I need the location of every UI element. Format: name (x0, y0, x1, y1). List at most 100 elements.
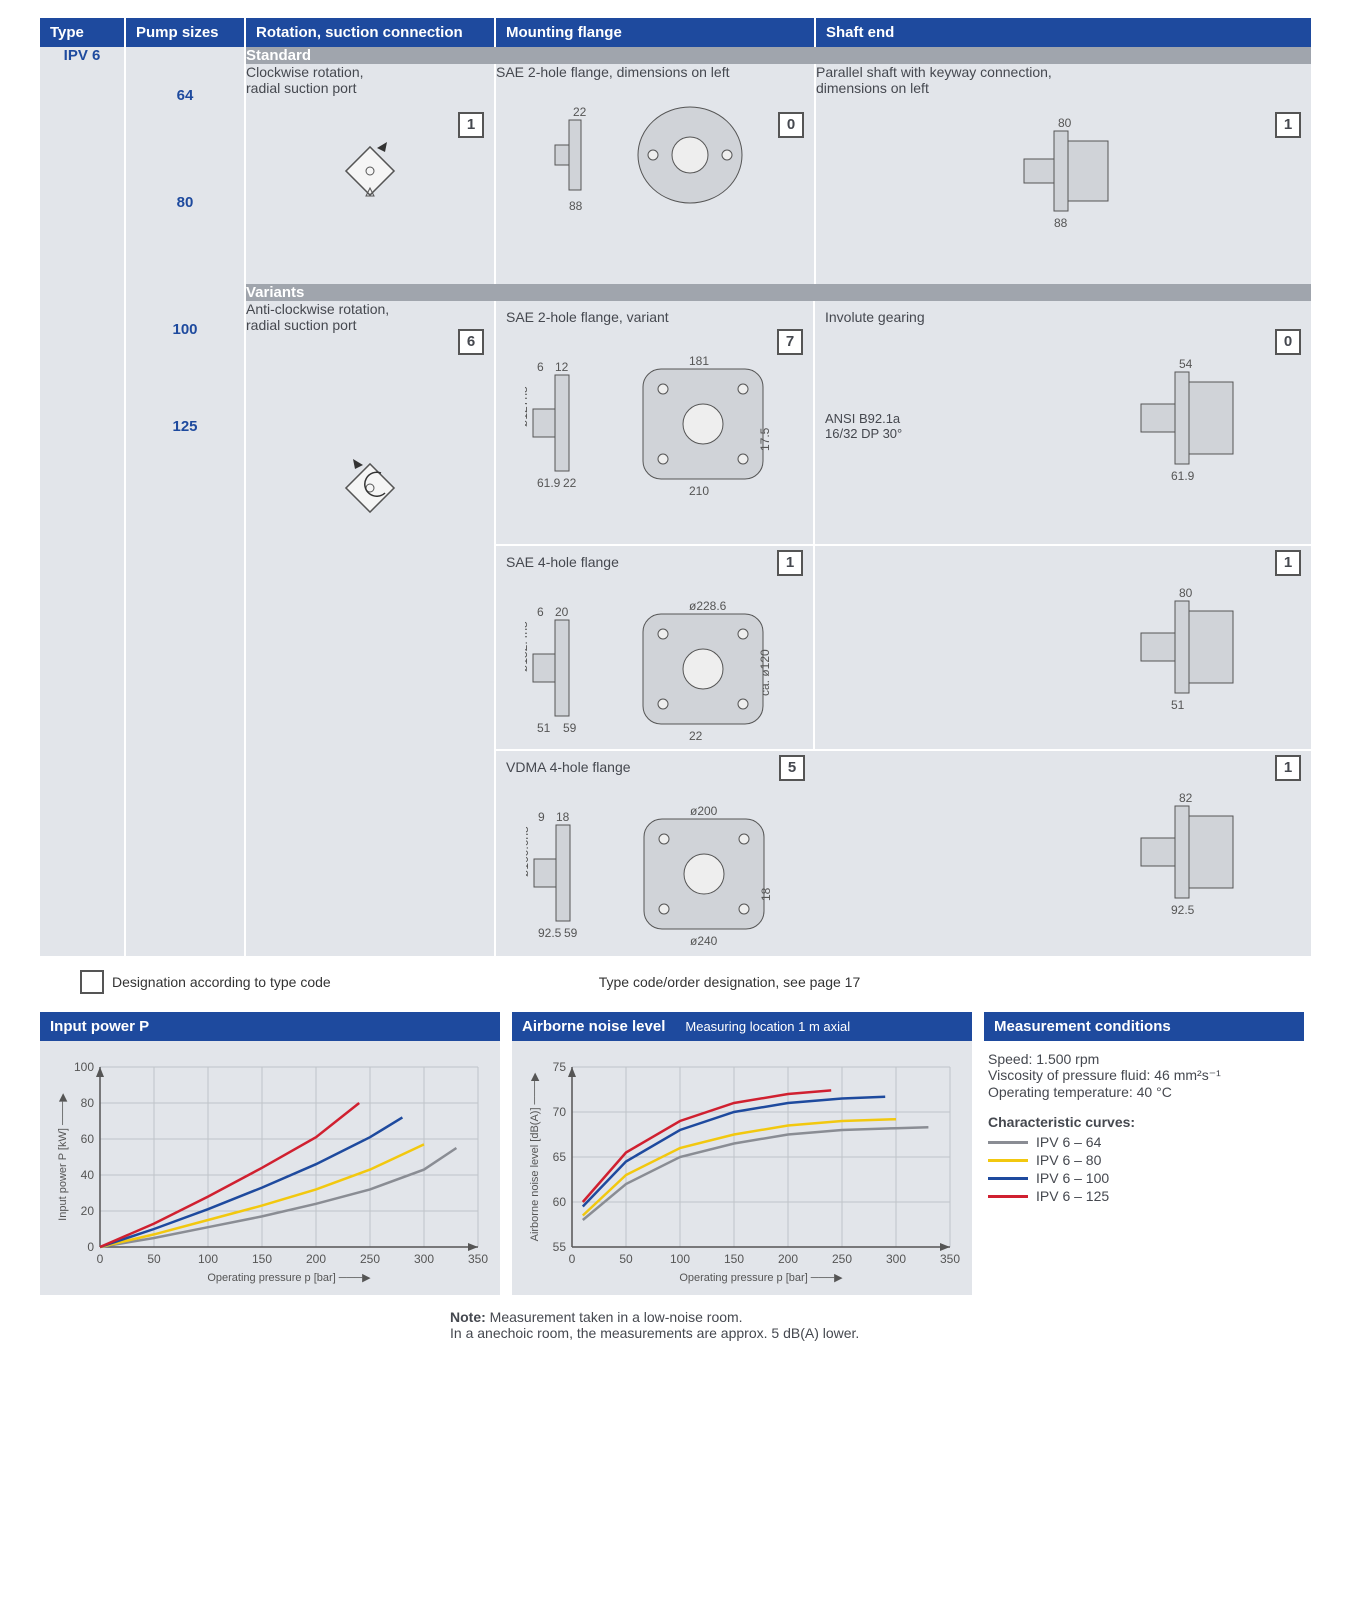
conditions-title: Measurement conditions (984, 1012, 1304, 1041)
svg-text:ca. ø120: ca. ø120 (758, 649, 772, 696)
legend-row: IPV 6 – 100 (988, 1170, 1300, 1186)
code-box: 6 (458, 329, 484, 355)
svg-text:ø152.4h8: ø152.4h8 (525, 621, 530, 672)
svg-text:ø127h8: ø127h8 (525, 386, 530, 427)
legend-swatch (988, 1177, 1028, 1180)
svg-text:82: 82 (1179, 791, 1193, 805)
svg-text:80: 80 (1058, 116, 1072, 130)
legend-typecode-note: Type code/order designation, see page 17 (599, 974, 861, 990)
spec-table: Type Pump sizes Rotation, suction connec… (40, 18, 1311, 956)
svg-text:50: 50 (619, 1252, 633, 1266)
svg-text:92.5: 92.5 (538, 926, 562, 940)
svg-text:61.9: 61.9 (1171, 469, 1195, 483)
legend-row: IPV 6 – 64 (988, 1134, 1300, 1150)
pump-size: 125 (126, 378, 244, 475)
condition-line: Operating temperature: 40 °C (988, 1084, 1300, 1100)
code-box: 1 (458, 112, 484, 138)
legend-label: IPV 6 – 125 (1036, 1188, 1109, 1204)
svg-text:200: 200 (306, 1252, 326, 1266)
header-rotation: Rotation, suction connection (245, 18, 495, 47)
svg-text:ø200: ø200 (690, 804, 718, 818)
svg-text:Operating pressure p [bar] ──: Operating pressure p [bar] ───▶ (679, 1272, 843, 1284)
pump-size: 64 (126, 47, 244, 144)
variant-shaft-cell: Involute gearing 0 ANSI B92.1a 16/32 DP … (815, 301, 1311, 546)
variant-shaft-cell: 1 80 51 (815, 546, 1311, 751)
svg-text:350: 350 (468, 1252, 488, 1266)
svg-text:100: 100 (198, 1252, 218, 1266)
legend-label: IPV 6 – 64 (1036, 1134, 1101, 1150)
svg-text:88: 88 (569, 199, 583, 213)
shaft-label (825, 554, 1301, 558)
svg-text:80: 80 (81, 1096, 95, 1110)
svg-text:150: 150 (724, 1252, 744, 1266)
shaft-extra: ANSI B92.1a 16/32 DP 30° (825, 411, 902, 441)
svg-text:55: 55 (553, 1240, 567, 1254)
variant-flange-cell: SAE 2-hole flange, variant 7 12 6 ø127h8… (496, 301, 815, 546)
standard-flange-cell: SAE 2-hole flange, dimensions on left 0 … (495, 64, 815, 284)
svg-text:100: 100 (670, 1252, 690, 1266)
flange-diagram-icon: 2288 (496, 100, 814, 210)
type-value: IPV 6 (40, 47, 124, 64)
svg-text:60: 60 (81, 1132, 95, 1146)
svg-text:88: 88 (1054, 216, 1068, 230)
legend-row: IPV 6 – 80 (988, 1152, 1300, 1168)
svg-text:Operating pressure p [bar] ──: Operating pressure p [bar] ───▶ (207, 1272, 371, 1284)
code-box: 1 (1275, 755, 1301, 781)
shaft-label: Involute gearing (825, 309, 1301, 329)
svg-text:Input power P [kW] ───▶: Input power P [kW] ───▶ (57, 1093, 69, 1221)
flange-diagram-icon: 18 9 ø160.6h8 92.5 59 ø200 18 ø240 (506, 799, 805, 949)
header-type: Type (40, 18, 125, 47)
svg-text:0: 0 (569, 1252, 576, 1266)
shaft-diagram-icon: 80 51 (825, 578, 1301, 718)
chart-noise: Airborne noise levelMeasuring location 1… (512, 1012, 972, 1295)
standard-flange-text: SAE 2-hole flange, dimensions on left (496, 64, 814, 80)
svg-text:20: 20 (81, 1204, 95, 1218)
rotation-diagram-icon (246, 116, 494, 226)
legend-swatch (988, 1141, 1028, 1144)
svg-text:6: 6 (537, 605, 544, 619)
legend-row: IPV 6 – 125 (988, 1188, 1300, 1204)
svg-text:18: 18 (556, 810, 570, 824)
flange-label: SAE 2-hole flange, variant (506, 309, 803, 329)
svg-text:6: 6 (537, 360, 544, 374)
svg-text:20: 20 (555, 605, 569, 619)
flange-diagram-icon: 12 6 ø127h8 61.9 22 181 17.5 210 (506, 349, 803, 499)
svg-text:250: 250 (832, 1252, 852, 1266)
header-shaft-end: Shaft end (815, 18, 1311, 47)
svg-text:51: 51 (537, 721, 551, 735)
curves-heading: Characteristic curves: (988, 1114, 1300, 1130)
section-variants-title: Variants (245, 284, 1311, 301)
standard-rotation-text: Clockwise rotation, radial suction port (246, 64, 494, 96)
svg-text:250: 250 (360, 1252, 380, 1266)
legend-label: IPV 6 – 100 (1036, 1170, 1109, 1186)
svg-text:18: 18 (759, 887, 773, 901)
svg-text:22: 22 (689, 729, 703, 743)
shaft-label (825, 759, 1301, 763)
code-box: 1 (1275, 550, 1301, 576)
svg-text:12: 12 (555, 360, 569, 374)
chart-input-power: Input power P 05010015020025030035002040… (40, 1012, 500, 1295)
standard-shaft-text: Parallel shaft with keyway connection, d… (816, 64, 1311, 96)
note-text: Note: Measurement taken in a low-noise r… (450, 1309, 1311, 1341)
flange-label: VDMA 4-hole flange (506, 759, 805, 779)
svg-text:210: 210 (689, 484, 709, 498)
code-box: 7 (777, 329, 803, 355)
code-box: 1 (777, 550, 803, 576)
svg-text:181: 181 (689, 354, 709, 368)
flange-diagram-icon: 20 6 ø152.4h8 51 59 ø228.6 ca. ø120 22 (506, 594, 803, 744)
svg-text:61.9: 61.9 (537, 476, 561, 490)
measurement-conditions: Measurement conditions Speed: 1.500 rpm … (984, 1012, 1304, 1295)
section-standard-title: Standard (245, 47, 1311, 64)
shaft-diagram-icon: 82 92.5 (825, 783, 1301, 923)
standard-shaft-cell: Parallel shaft with keyway connection, d… (815, 64, 1311, 284)
pump-size: 100 (126, 261, 244, 378)
variant-shaft-cell: 1 82 92.5 (815, 751, 1311, 956)
svg-text:92.5: 92.5 (1171, 903, 1195, 917)
flange-label: SAE 4-hole flange (506, 554, 803, 574)
code-box: 0 (1275, 329, 1301, 355)
svg-text:ø228.6: ø228.6 (689, 599, 727, 613)
svg-text:40: 40 (81, 1168, 95, 1182)
variants-rotation-cell: Anti-clockwise rotation, radial suction … (245, 301, 495, 956)
svg-text:100: 100 (74, 1060, 94, 1074)
legend-line: Designation according to type code Type … (80, 970, 1311, 994)
